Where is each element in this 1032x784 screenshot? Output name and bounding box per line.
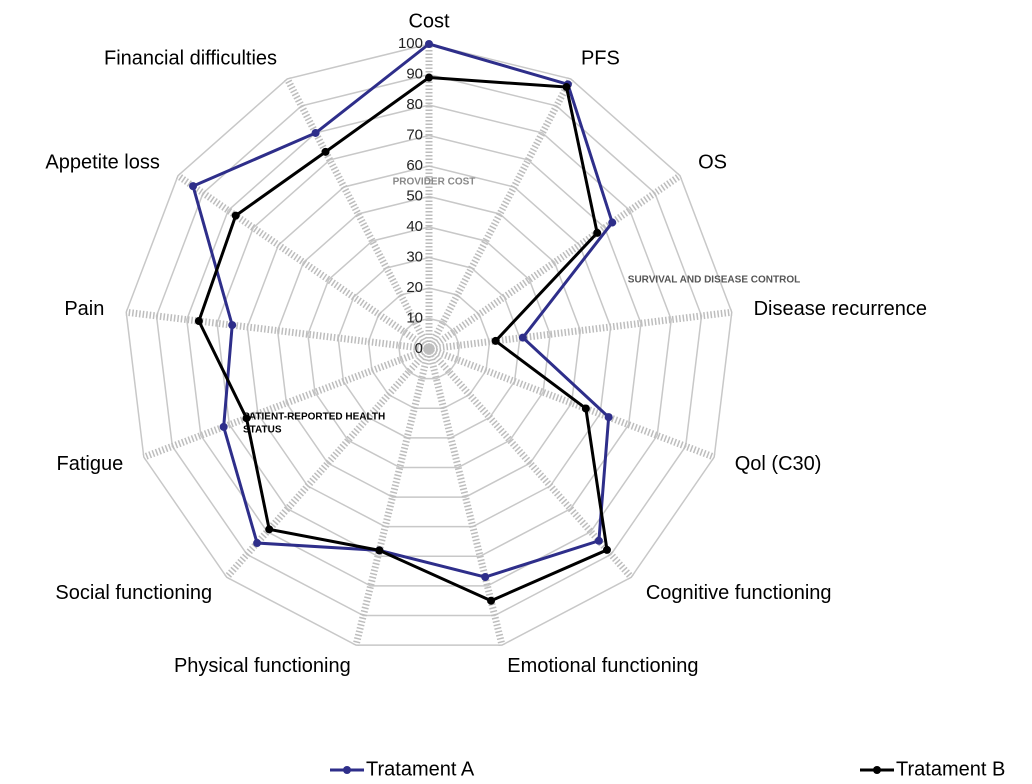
point [491,336,500,345]
point [594,536,603,545]
category-label: Fatigue [57,453,124,475]
point [265,525,274,534]
category-label: Appetite loss [45,152,160,174]
tick-label: 60 [406,157,423,174]
point [608,218,617,227]
legend-label: Tratament A [366,758,475,780]
grid-ring [125,43,733,646]
grid-ring [307,226,551,469]
category-label: Pain [64,298,104,320]
tick-label: 20 [406,279,423,296]
point [311,128,320,137]
point [189,182,198,191]
series-line [191,42,614,579]
annotation: STATUS [243,425,282,436]
point [321,147,330,156]
point [593,228,602,237]
point [581,404,590,413]
point [375,546,384,555]
point [228,321,237,330]
tick-label: 30 [406,248,423,265]
spoke [142,345,431,461]
category-label: Qol (C30) [735,453,822,475]
tick-label: 90 [406,65,423,82]
tick-label: 0 [415,340,423,357]
grid-ring [216,134,642,558]
category-label: PFS [581,48,620,70]
category-label: OS [698,152,727,174]
point [602,545,611,554]
point [242,414,251,423]
tick-label: 100 [398,35,423,52]
point [481,573,490,582]
category-label: Social functioning [55,582,212,604]
tick-label: 80 [406,96,423,113]
point [425,40,433,48]
tick-label: 70 [406,126,423,143]
grid-ring [367,287,491,409]
category-label: Cognitive functioning [646,582,832,604]
grid-ring [186,104,672,587]
point [562,83,571,92]
point [253,539,262,548]
legend-marker [343,766,351,774]
tick-label: 40 [406,218,423,235]
annotation: PROVIDER COST [393,177,476,188]
annotation: SURVIVAL AND DISEASE CONTROL [628,275,800,286]
legend-label: Tratament B [896,758,1005,780]
tick-label: 50 [406,187,423,204]
series-line [197,76,609,603]
category-label: Disease recurrence [754,298,927,320]
grid-ring [397,317,461,380]
legend-marker [873,766,881,774]
grid-ring [337,256,521,439]
point [487,596,496,605]
point [604,413,613,422]
category-label: Financial difficulties [104,48,277,70]
point [219,422,228,431]
annotation: PATIENT-REPORTED HEALTH [243,412,385,423]
category-label: Physical functioning [174,655,351,677]
category-label: Cost [408,10,450,32]
category-label: Emotional functioning [507,655,698,677]
point [194,317,203,326]
grid-ring [155,73,703,617]
point [231,211,240,220]
point [518,333,527,342]
point [425,73,433,82]
tick-label: 10 [406,309,423,326]
